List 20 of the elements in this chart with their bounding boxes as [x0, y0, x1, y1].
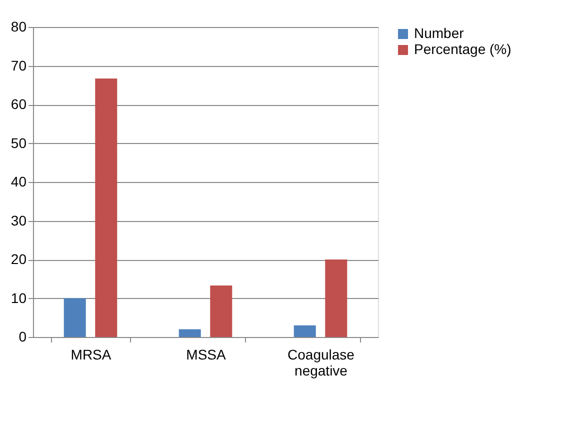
y-tick-label: 70	[10, 57, 27, 74]
legend-label: Percentage (%)	[414, 41, 512, 57]
x-tick-label: Coagulase negative	[288, 346, 355, 378]
y-tick-label: 30	[10, 212, 27, 228]
y-tick-label: 20	[10, 251, 27, 267]
y-tick-label: 60	[10, 96, 27, 112]
bar	[64, 298, 86, 337]
bar	[95, 78, 118, 337]
legend-label: Number	[414, 25, 464, 41]
x-tick-label: MRSA	[70, 346, 112, 362]
x-tick-label: MSSA	[186, 346, 226, 362]
y-tick-label: 80	[10, 18, 27, 34]
bar	[294, 325, 316, 337]
y-tick-label: 50	[10, 134, 27, 151]
bar	[325, 260, 348, 337]
bar	[178, 329, 201, 337]
y-tick-label: 10	[10, 290, 27, 306]
y-tick-label: 40	[10, 174, 27, 190]
bar	[210, 285, 232, 337]
y-tick-label: 0	[18, 328, 27, 344]
